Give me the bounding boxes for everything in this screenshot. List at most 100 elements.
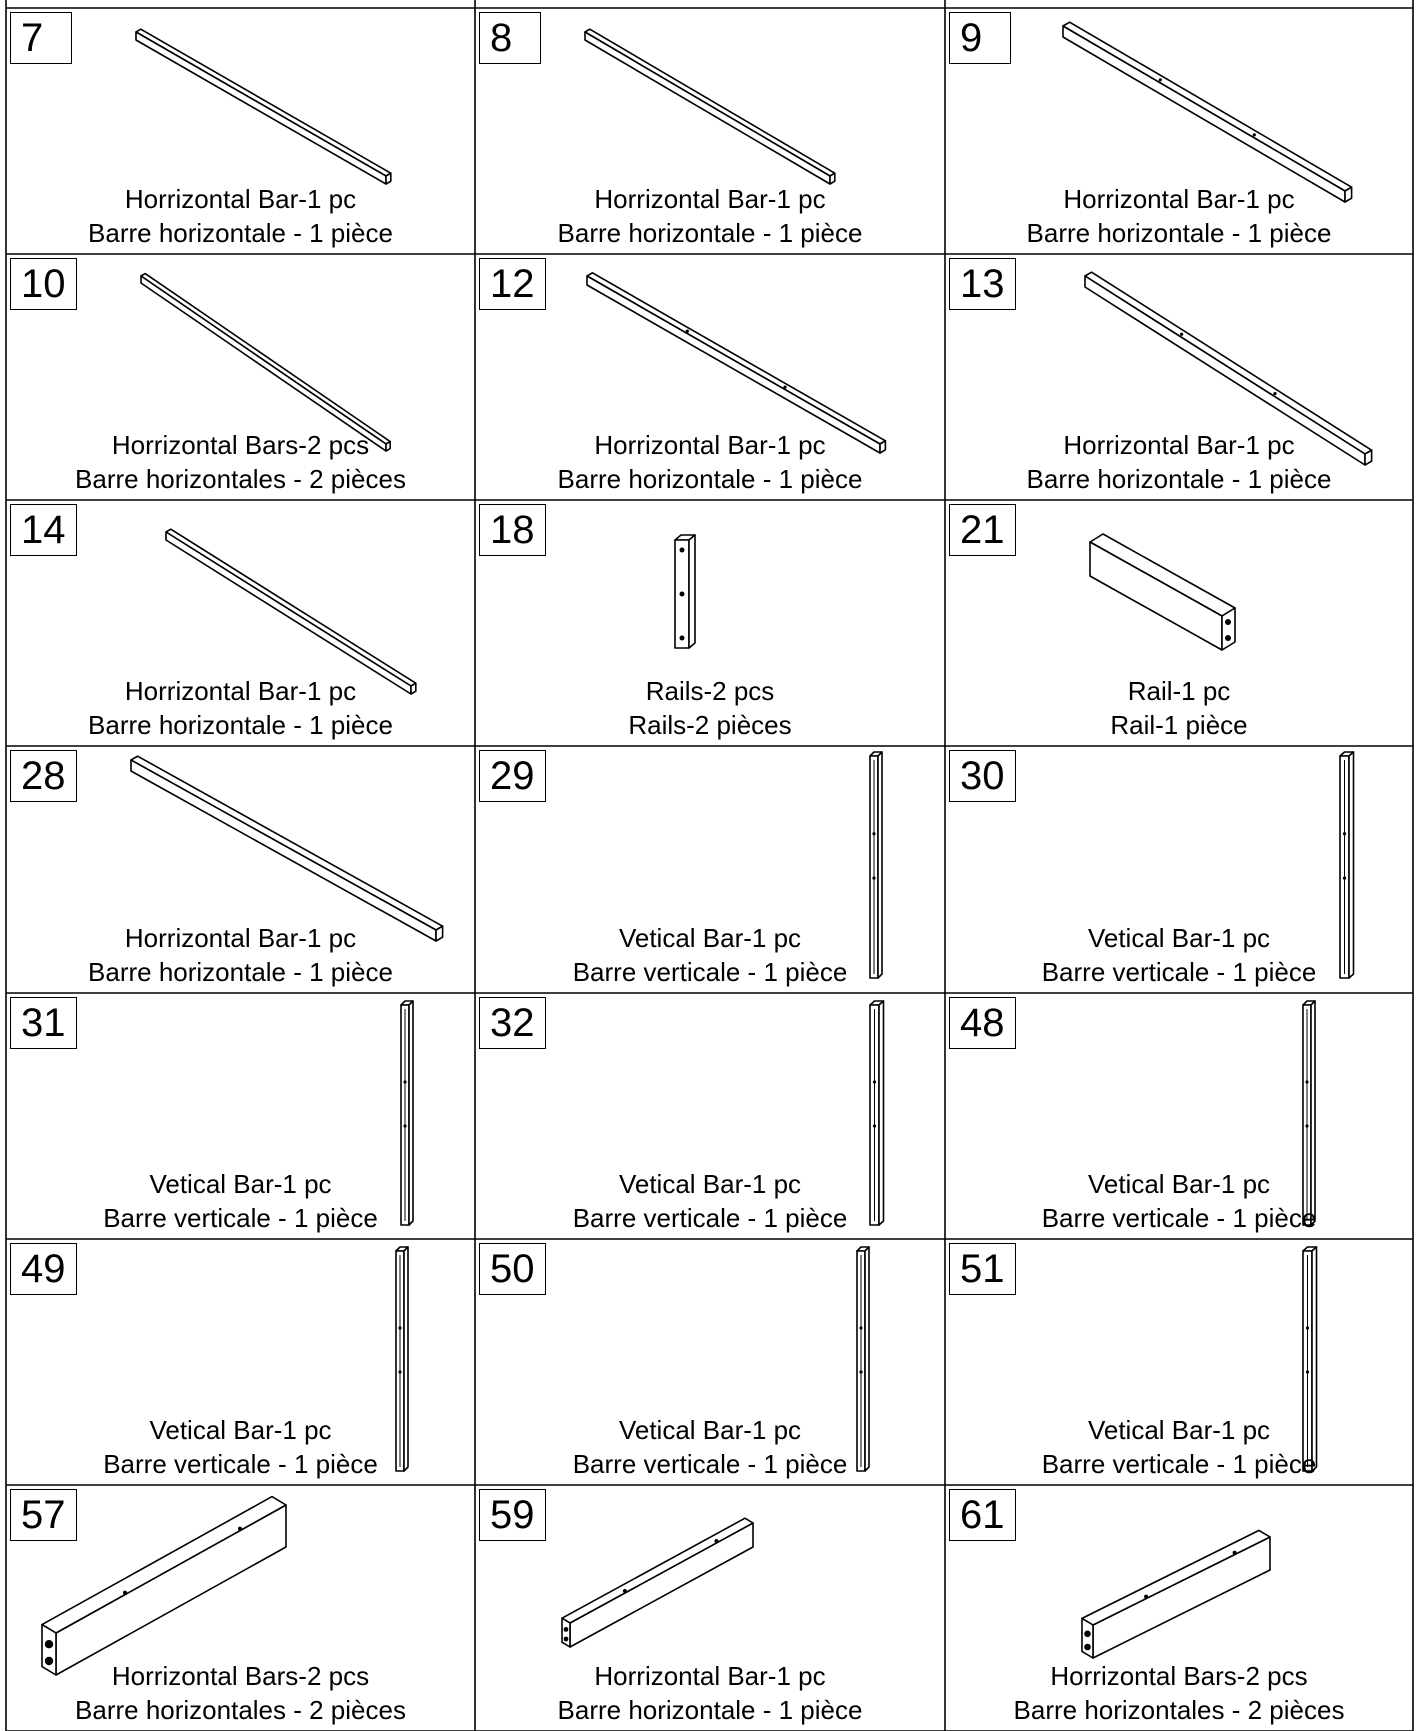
- part-number: 30: [949, 750, 1016, 802]
- part-cell: 13 Horrizontal Bar-1 pc Barre horizontale …: [945, 254, 1413, 500]
- caption-english: Horrizontal Bar-1 pc: [6, 182, 475, 216]
- part-cell: 14 Horrizontal Bar-1 pc Barre horizontale …: [6, 500, 475, 746]
- part-cell: 7 Horrizontal Bar-1 pc Barre horizontale -…: [6, 8, 475, 254]
- part-number: 13: [949, 258, 1016, 310]
- part-number: 32: [479, 997, 546, 1049]
- caption-english: Rails-2 pcs: [475, 674, 945, 708]
- part-caption: Horrizontal Bars-2 pcs Barre horizontales…: [945, 1659, 1413, 1727]
- part-number: 7: [10, 12, 72, 64]
- part-cell: 12 Horrizontal Bar-1 pc Barre horizontale …: [475, 254, 945, 500]
- part-caption: Horrizontal Bar-1 pc Barre horizontale - …: [6, 921, 475, 989]
- caption-french: Barre verticale - 1 pièce: [945, 1201, 1413, 1235]
- part-number: 21: [949, 504, 1016, 556]
- part-cell: 57 Horrizontal Bars-2 pcs Barre horizontal…: [6, 1485, 475, 1731]
- part-caption: Vetical Bar-1 pc Barre verticale - 1 pièc…: [945, 1167, 1413, 1235]
- caption-english: Vetical Bar-1 pc: [475, 1167, 945, 1201]
- part-number: 51: [949, 1243, 1016, 1295]
- part-cell: 50 Vetical Bar-1 pc Barre verticale - 1 pi…: [475, 1239, 945, 1485]
- part-caption: Vetical Bar-1 pc Barre verticale - 1 pièc…: [475, 1413, 945, 1481]
- part-caption: Vetical Bar-1 pc Barre verticale - 1 pièc…: [945, 921, 1413, 989]
- part-caption: Horrizontal Bar-1 pc Barre horizontale - …: [475, 182, 945, 250]
- caption-french: Barre horizontale - 1 pièce: [475, 462, 945, 496]
- part-cell: 49 Vetical Bar-1 pc Barre verticale - 1 pi…: [6, 1239, 475, 1485]
- part-caption: Horrizontal Bar-1 pc Barre horizontale - …: [6, 674, 475, 742]
- part-caption: Horrizontal Bars-2 pcs Barre horizontales…: [6, 1659, 475, 1727]
- caption-english: Rail-1 pc: [945, 674, 1413, 708]
- part-caption: Horrizontal Bar-1 pc Barre horizontale - …: [475, 1659, 945, 1727]
- caption-french: Barre horizontale - 1 pièce: [945, 462, 1413, 496]
- caption-french: Barre verticale - 1 pièce: [6, 1447, 475, 1481]
- caption-english: Horrizontal Bar-1 pc: [475, 428, 945, 462]
- part-cell: 32 Vetical Bar-1 pc Barre verticale - 1 pi…: [475, 993, 945, 1239]
- caption-english: Vetical Bar-1 pc: [475, 1413, 945, 1447]
- part-cell: 31 Vetical Bar-1 pc Barre verticale - 1 pi…: [6, 993, 475, 1239]
- part-number: 59: [479, 1489, 546, 1541]
- part-caption: Vetical Bar-1 pc Barre verticale - 1 pièc…: [6, 1413, 475, 1481]
- caption-english: Vetical Bar-1 pc: [945, 921, 1413, 955]
- caption-french: Rail-1 pièce: [945, 708, 1413, 742]
- part-caption: Horrizontal Bars-2 pcs Barre horizontales…: [6, 428, 475, 496]
- part-caption: Horrizontal Bar-1 pc Barre horizontale - …: [945, 182, 1413, 250]
- part-caption: Vetical Bar-1 pc Barre verticale - 1 pièc…: [475, 921, 945, 989]
- part-cell: 51 Vetical Bar-1 pc Barre verticale - 1 pi…: [945, 1239, 1413, 1485]
- caption-french: Barre horizontale - 1 pièce: [945, 216, 1413, 250]
- caption-english: Horrizontal Bar-1 pc: [945, 182, 1413, 216]
- part-cell: 8 Horrizontal Bar-1 pc Barre horizontale -…: [475, 8, 945, 254]
- part-number: 48: [949, 997, 1016, 1049]
- caption-english: Horrizontal Bars-2 pcs: [945, 1659, 1413, 1693]
- caption-french: Barre verticale - 1 pièce: [945, 1447, 1413, 1481]
- caption-french: Barre verticale - 1 pièce: [475, 1447, 945, 1481]
- part-caption: Vetical Bar-1 pc Barre verticale - 1 pièc…: [475, 1167, 945, 1235]
- part-caption: Horrizontal Bar-1 pc Barre horizontale - …: [6, 182, 475, 250]
- part-number: 10: [10, 258, 77, 310]
- part-cell: 21 Rail-1 pc Rail-1 pièce: [945, 500, 1413, 746]
- caption-french: Barre verticale - 1 pièce: [945, 955, 1413, 989]
- part-number: 14: [10, 504, 77, 556]
- part-cell: 28 Horrizontal Bar-1 pc Barre horizontale …: [6, 746, 475, 993]
- part-caption: Vetical Bar-1 pc Barre verticale - 1 pièc…: [945, 1413, 1413, 1481]
- part-number: 29: [479, 750, 546, 802]
- caption-english: Vetical Bar-1 pc: [6, 1167, 475, 1201]
- part-caption: Horrizontal Bar-1 pc Barre horizontale - …: [945, 428, 1413, 496]
- caption-french: Barre horizontale - 1 pièce: [475, 1693, 945, 1727]
- caption-french: Rails-2 pièces: [475, 708, 945, 742]
- part-cell: 9 Horrizontal Bar-1 pc Barre horizontale -…: [945, 8, 1413, 254]
- part-number: 8: [479, 12, 541, 64]
- caption-english: Vetical Bar-1 pc: [6, 1413, 475, 1447]
- caption-english: Horrizontal Bars-2 pcs: [6, 1659, 475, 1693]
- part-number: 31: [10, 997, 77, 1049]
- caption-english: Horrizontal Bar-1 pc: [6, 921, 475, 955]
- part-caption: Vetical Bar-1 pc Barre verticale - 1 pièc…: [6, 1167, 475, 1235]
- caption-english: Horrizontal Bar-1 pc: [945, 428, 1413, 462]
- caption-french: Barre verticale - 1 pièce: [6, 1201, 475, 1235]
- part-number: 57: [10, 1489, 77, 1541]
- part-number: 49: [10, 1243, 77, 1295]
- caption-english: Horrizontal Bars-2 pcs: [6, 428, 475, 462]
- caption-english: Horrizontal Bar-1 pc: [6, 674, 475, 708]
- caption-english: Horrizontal Bar-1 pc: [475, 1659, 945, 1693]
- part-cell: 48 Vetical Bar-1 pc Barre verticale - 1 pi…: [945, 993, 1413, 1239]
- part-cell: 30 Vetical Bar-1 pc Barre verticale - 1 pi…: [945, 746, 1413, 993]
- part-cell: 18 Rails-2 pcs Rails-2 pièces: [475, 500, 945, 746]
- caption-french: Barre verticale - 1 pièce: [475, 1201, 945, 1235]
- part-number: 18: [479, 504, 546, 556]
- part-number: 28: [10, 750, 77, 802]
- part-cell: 61 Horrizontal Bars-2 pcs Barre horizontal…: [945, 1485, 1413, 1731]
- part-cell: 10 Horrizontal Bars-2 pcs Barre horizontal…: [6, 254, 475, 500]
- caption-french: Barre horizontales - 2 pièces: [6, 1693, 475, 1727]
- caption-french: Barre horizontales - 2 pièces: [945, 1693, 1413, 1727]
- part-caption: Rails-2 pcs Rails-2 pièces: [475, 674, 945, 742]
- part-caption: Rail-1 pc Rail-1 pièce: [945, 674, 1413, 742]
- part-number: 9: [949, 12, 1011, 64]
- caption-french: Barre verticale - 1 pièce: [475, 955, 945, 989]
- part-cell: 59 Horrizontal Bar-1 pc Barre horizontale …: [475, 1485, 945, 1731]
- part-cell: 29 Vetical Bar-1 pc Barre verticale - 1 pi…: [475, 746, 945, 993]
- caption-french: Barre horizontales - 2 pièces: [6, 462, 475, 496]
- part-number: 12: [479, 258, 546, 310]
- caption-english: Vetical Bar-1 pc: [475, 921, 945, 955]
- caption-french: Barre horizontale - 1 pièce: [6, 708, 475, 742]
- caption-french: Barre horizontale - 1 pièce: [6, 955, 475, 989]
- part-caption: Horrizontal Bar-1 pc Barre horizontale - …: [475, 428, 945, 496]
- part-number: 50: [479, 1243, 546, 1295]
